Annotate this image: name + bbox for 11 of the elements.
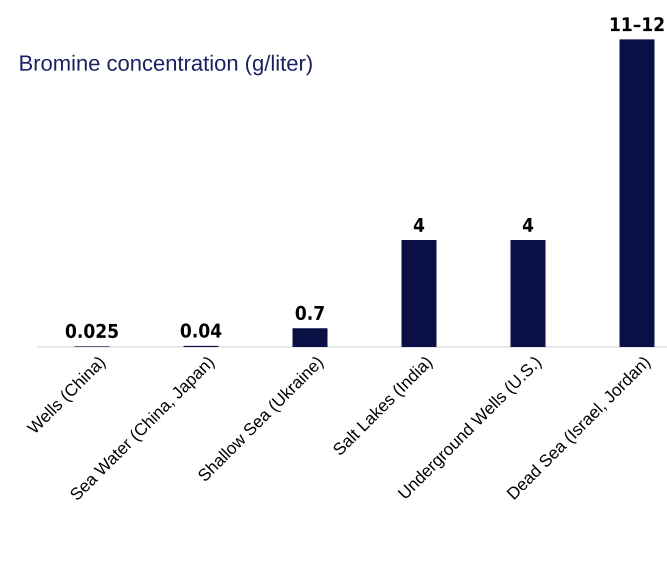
data-label: 4 [522, 218, 534, 232]
data-label: 0.04 [180, 323, 222, 338]
bar [292, 328, 328, 347]
data-label: 4 [414, 218, 424, 232]
text: Bromine concentration (g/liter) [20, 54, 312, 76]
data-label: 0.7 [296, 306, 324, 320]
bar [402, 240, 437, 347]
bar [620, 39, 655, 347]
bar [510, 240, 546, 347]
data-label: 0.025 [66, 324, 118, 338]
data-label: 11–12 [610, 17, 664, 32]
